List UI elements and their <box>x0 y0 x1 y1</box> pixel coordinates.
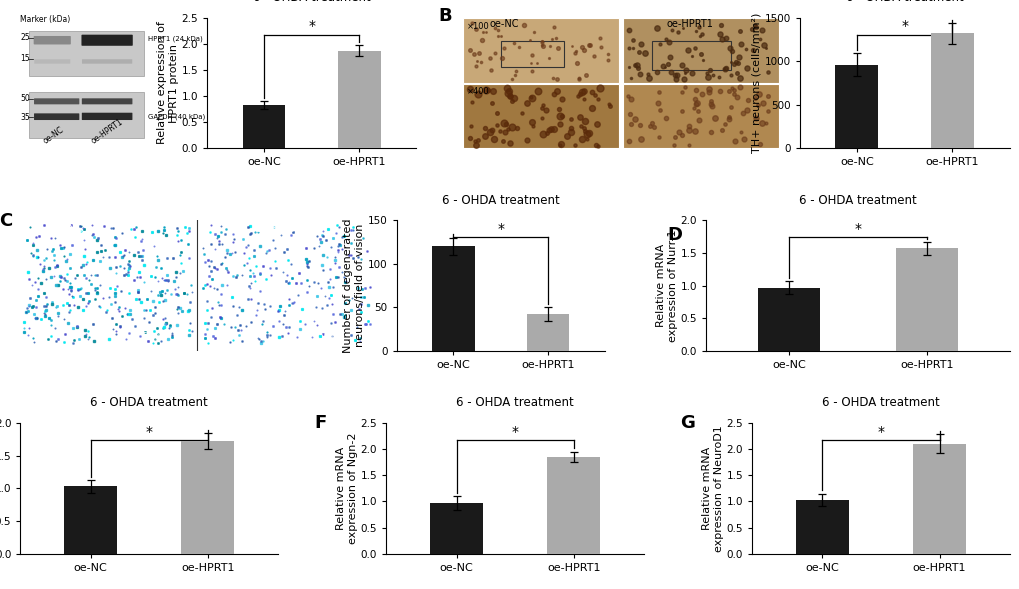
Bar <box>337 51 380 148</box>
Text: oe-HPRT1: oe-HPRT1 <box>666 19 713 29</box>
Text: *: * <box>854 222 861 236</box>
Text: 35: 35 <box>20 112 31 121</box>
FancyBboxPatch shape <box>82 59 132 64</box>
Text: GAPDH (40 kDa): GAPDH (40 kDa) <box>148 113 205 120</box>
FancyBboxPatch shape <box>34 36 70 44</box>
Text: HPRT1 (24 kDa): HPRT1 (24 kDa) <box>148 36 203 42</box>
Bar <box>622 84 777 148</box>
Bar <box>243 105 285 148</box>
Bar <box>757 287 819 351</box>
Bar <box>547 457 599 554</box>
Bar <box>835 65 877 148</box>
Title: 6 - OHDA treatment: 6 - OHDA treatment <box>455 396 574 409</box>
Text: 25: 25 <box>20 34 30 42</box>
Text: B: B <box>437 7 451 25</box>
Bar <box>930 34 973 148</box>
Text: oe-HPRT1: oe-HPRT1 <box>90 117 124 146</box>
Bar <box>526 315 569 351</box>
Bar <box>622 18 777 83</box>
Title: 6 - OHDA treatment: 6 - OHDA treatment <box>441 194 558 207</box>
Title: 6 - OHDA treatment: 6 - OHDA treatment <box>253 0 370 4</box>
Text: oe-NC: oe-NC <box>42 125 66 146</box>
Text: 15: 15 <box>20 54 30 64</box>
Bar <box>30 92 144 138</box>
FancyBboxPatch shape <box>35 59 70 64</box>
Bar <box>652 41 731 70</box>
FancyBboxPatch shape <box>82 98 132 104</box>
Text: oe-NC: oe-NC <box>53 224 83 234</box>
Y-axis label: Relative mRNA
expression of Nurr-1: Relative mRNA expression of Nurr-1 <box>655 229 677 342</box>
Bar <box>912 444 965 554</box>
Text: 50 μm: 50 μm <box>319 332 343 341</box>
Bar <box>64 487 117 554</box>
Bar <box>310 343 353 346</box>
Bar <box>432 246 474 351</box>
Text: *: * <box>876 425 883 439</box>
Text: *: * <box>146 425 153 439</box>
Title: 6 - OHDA treatment: 6 - OHDA treatment <box>91 396 208 409</box>
Y-axis label: Relative mRNA
expression of Ngn-2: Relative mRNA expression of Ngn-2 <box>336 432 358 544</box>
Text: oe-NC: oe-NC <box>489 19 519 29</box>
Title: 6 - OHDA treatment: 6 - OHDA treatment <box>845 0 963 4</box>
Bar <box>895 249 957 351</box>
Text: *: * <box>901 19 907 34</box>
Bar <box>463 84 619 148</box>
Title: 6 - OHDA treatment: 6 - OHDA treatment <box>821 396 938 409</box>
Text: ×100: ×100 <box>466 22 489 31</box>
FancyBboxPatch shape <box>82 112 132 120</box>
Bar <box>795 500 848 554</box>
Y-axis label: Number of degenerated
neurons/field of vision: Number of degenerated neurons/field of v… <box>343 219 365 353</box>
Y-axis label: Relative mRNA
expression of NeuroD1: Relative mRNA expression of NeuroD1 <box>701 425 723 552</box>
FancyBboxPatch shape <box>34 98 79 104</box>
FancyBboxPatch shape <box>82 35 132 46</box>
Text: Marker (kDa): Marker (kDa) <box>20 15 70 24</box>
Text: *: * <box>496 222 503 236</box>
Bar <box>30 31 144 77</box>
Text: oe-HPRT1: oe-HPRT1 <box>255 224 302 234</box>
Text: 50 μm: 50 μm <box>143 332 167 341</box>
Bar <box>181 441 234 554</box>
Text: ×400: ×400 <box>466 87 489 96</box>
Text: D: D <box>666 226 682 243</box>
Bar <box>133 343 176 346</box>
Bar <box>463 18 619 83</box>
Bar <box>430 503 482 554</box>
Text: G: G <box>680 414 694 432</box>
Text: 50: 50 <box>20 94 31 103</box>
Text: *: * <box>512 425 518 439</box>
Y-axis label: TH+ neurons (cells/mm²): TH+ neurons (cells/mm²) <box>751 13 761 153</box>
Title: 6 - OHDA treatment: 6 - OHDA treatment <box>798 194 916 207</box>
Text: *: * <box>308 19 315 34</box>
FancyBboxPatch shape <box>34 113 79 120</box>
Text: F: F <box>314 414 326 432</box>
Bar <box>500 41 564 67</box>
Y-axis label: Relative expression of
HPRT1 protein: Relative expression of HPRT1 protein <box>157 22 178 144</box>
Text: C: C <box>0 213 12 230</box>
